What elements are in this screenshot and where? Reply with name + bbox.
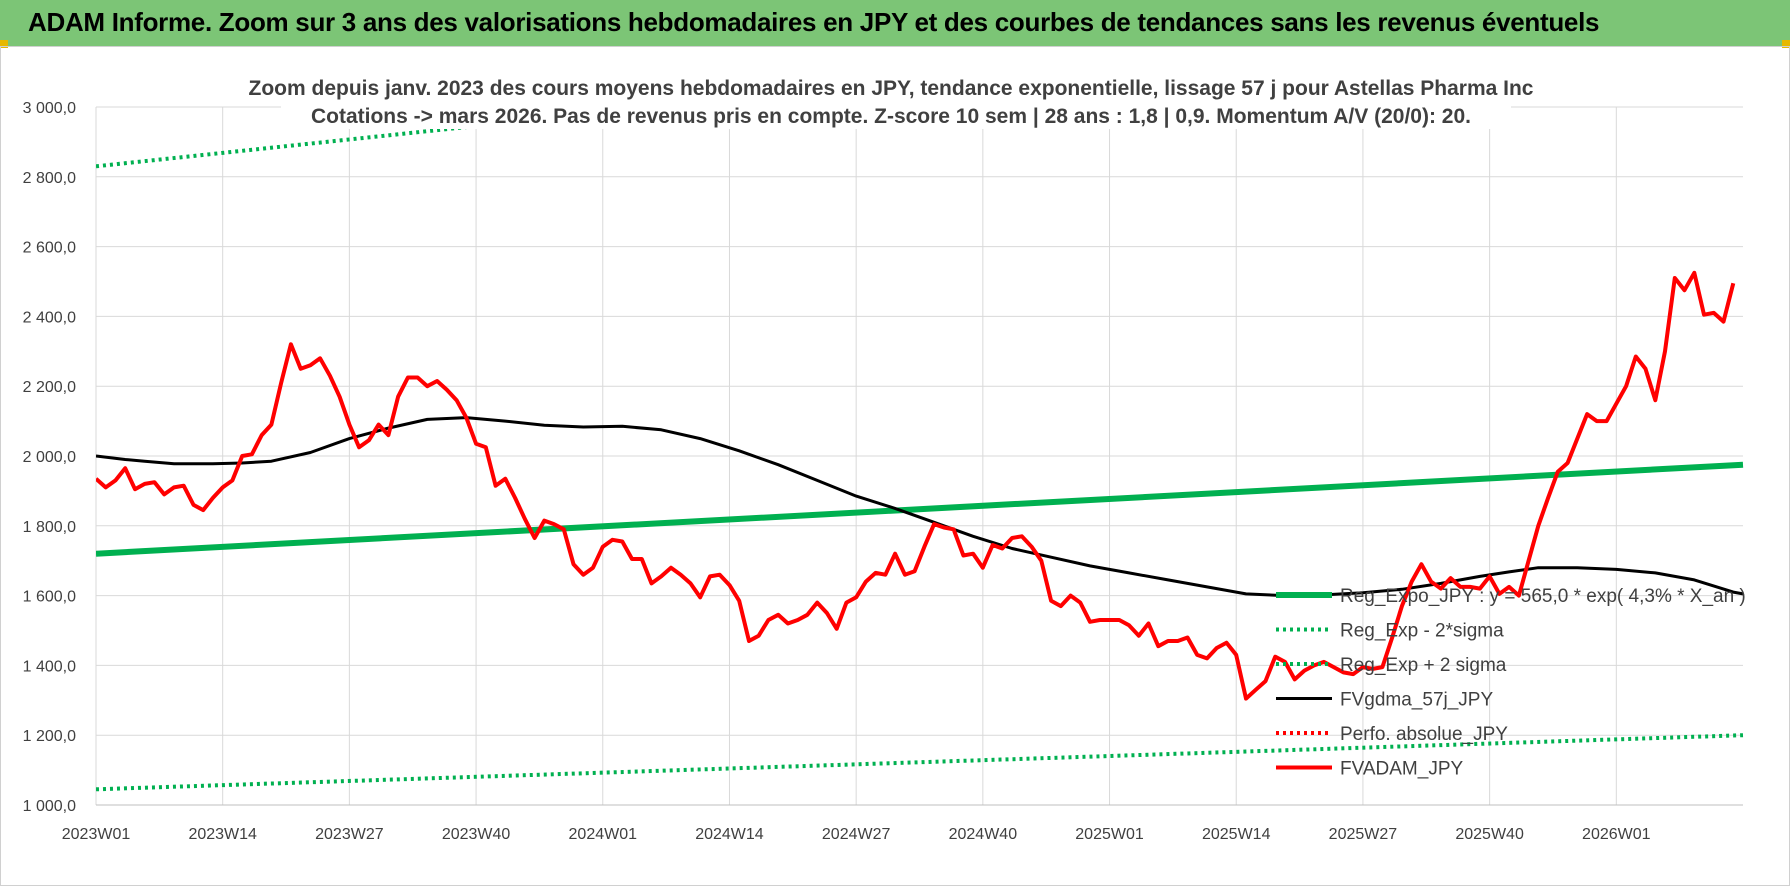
- y-tick-label: 1 600,0: [23, 589, 76, 606]
- banner-title: ADAM Informe. Zoom sur 3 ans des valoris…: [28, 7, 1600, 37]
- x-tick-label: 2023W01: [62, 826, 131, 843]
- x-tick-label: 2024W27: [822, 826, 891, 843]
- y-tick-label: 3 000,0: [23, 100, 76, 117]
- x-tick-label: 2025W40: [1455, 826, 1524, 843]
- series: [96, 103, 1744, 792]
- legend-label-4: FVgdma_57j_JPY: [1340, 690, 1493, 711]
- y-tick-label: 2 000,0: [23, 449, 76, 466]
- title-banner: ADAM Informe. Zoom sur 3 ans des valoris…: [0, 0, 1790, 47]
- y-tick-label: 1 200,0: [23, 728, 76, 745]
- series-line-4: [96, 416, 1744, 598]
- x-tick-label: 2024W01: [569, 826, 638, 843]
- x-tick-label: 2025W27: [1329, 826, 1398, 843]
- x-tick-label: 2025W14: [1202, 826, 1271, 843]
- corner-marker-right: [1782, 40, 1790, 48]
- y-tick-label: 2 200,0: [23, 379, 76, 396]
- x-tick-label: 2024W14: [695, 826, 764, 843]
- y-tick-label: 1 800,0: [23, 519, 76, 536]
- x-tick-label: 2023W27: [315, 826, 384, 843]
- y-tick-label: 2 800,0: [23, 170, 76, 187]
- grid: [95, 106, 1743, 806]
- y-tick-label: 1 400,0: [23, 658, 76, 675]
- y-tick-label: 2 600,0: [23, 240, 76, 257]
- corner-marker-left: [0, 40, 8, 48]
- x-tick-label: 2025W01: [1075, 826, 1144, 843]
- legend-label-5: Perfo. absolue_JPY: [1340, 724, 1508, 745]
- series-line-1: [96, 461, 1744, 557]
- y-tick-label: 1 000,0: [23, 798, 76, 815]
- legend: Reg_Expo_JPY : y = 565,0 * exp( 4,3% * X…: [1276, 586, 1746, 780]
- legend-label-6: FVADAM_JPY: [1340, 759, 1464, 780]
- x-tick-label: 2024W40: [949, 826, 1018, 843]
- x-tick-label: 2023W40: [442, 826, 511, 843]
- legend-label-1: Reg_Expo_JPY : y = 565,0 * exp( 4,3% * X…: [1340, 586, 1746, 607]
- y-tick-label: 2 400,0: [23, 309, 76, 326]
- title-background: [281, 69, 1511, 129]
- series-line-2: [96, 733, 1744, 792]
- chart-frame: 1 000,0 1 200,0 1 400,0 1 600,0 1 800,0 2 000…: [0, 46, 1790, 886]
- legend-label-3: Reg_Exp + 2 sigma: [1340, 655, 1507, 676]
- x-tick-label: 2026W01: [1582, 826, 1651, 843]
- series-line-6: [96, 270, 1736, 701]
- chart-title-line1: Zoom depuis janv. 2023 des cours moyens …: [249, 77, 1534, 100]
- line-chart: 1 000,0 1 200,0 1 400,0 1 600,0 1 800,0 2 000…: [23, 69, 1746, 843]
- axes: 1 000,0 1 200,0 1 400,0 1 600,0 1 800,0 2 000…: [23, 100, 1743, 843]
- chart-title-line2: Cotations -> mars 2026. Pas de revenus p…: [311, 105, 1471, 128]
- x-tick-label: 2023W14: [188, 826, 257, 843]
- legend-label-2: Reg_Exp - 2*sigma: [1340, 621, 1504, 642]
